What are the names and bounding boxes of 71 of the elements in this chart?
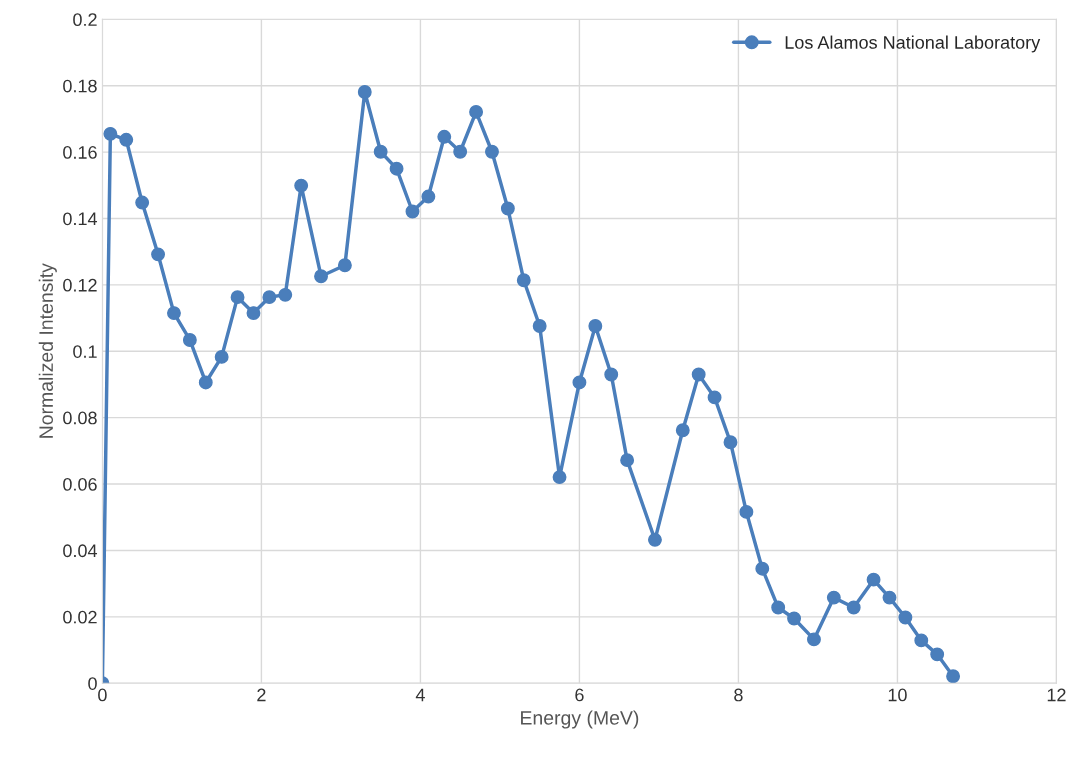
point — [453, 144, 468, 159]
legend-label: Los Alamos National Laboratory — [785, 35, 1041, 53]
point — [373, 144, 388, 159]
y-tick-label: 0.12 — [63, 278, 97, 292]
y-tick-label: 0.2 — [73, 13, 97, 27]
point — [262, 290, 277, 305]
point — [739, 504, 754, 519]
point — [930, 647, 945, 662]
point — [469, 104, 484, 119]
y-tick-label: 0.04 — [63, 544, 98, 558]
point — [357, 85, 372, 99]
x-tick-label: 4 — [415, 688, 425, 702]
y-tick-label: 0.02 — [63, 610, 97, 624]
y-tick-label: 0.18 — [63, 79, 97, 93]
point — [552, 470, 567, 485]
point — [485, 144, 499, 159]
x-tick-label: 8 — [734, 688, 743, 702]
point — [103, 126, 118, 141]
point — [787, 611, 802, 626]
point — [167, 306, 181, 321]
x-tick-label: 0 — [98, 688, 107, 702]
point — [246, 306, 261, 321]
y-tick-label: 0.08 — [63, 411, 97, 425]
point — [620, 453, 635, 468]
point — [882, 590, 897, 605]
x-axis-title: Energy (MeV) — [521, 710, 639, 729]
point — [337, 258, 352, 273]
point — [230, 290, 245, 305]
point — [198, 375, 213, 390]
point — [421, 189, 436, 204]
y-tick-label: 0.16 — [63, 146, 97, 159]
point — [500, 201, 515, 216]
point — [532, 319, 547, 333]
point — [572, 375, 587, 390]
point — [437, 129, 452, 144]
y-axis-title: Normalized Intensity — [38, 263, 57, 438]
point — [588, 319, 603, 333]
point — [807, 632, 821, 647]
point — [314, 269, 328, 284]
x-tick-label: 12 — [1047, 688, 1066, 702]
point — [826, 590, 841, 605]
point — [405, 204, 420, 219]
y-tick-label: 0.06 — [63, 477, 97, 491]
x-tick-label: 2 — [257, 688, 266, 702]
point — [866, 572, 881, 587]
y-tick-label: 0.1 — [73, 345, 97, 358]
point — [151, 247, 166, 262]
point — [707, 390, 722, 405]
y-tick-label: 0.14 — [63, 212, 98, 226]
point — [278, 287, 293, 302]
point — [723, 435, 738, 450]
point — [516, 273, 531, 288]
point — [604, 367, 619, 382]
point — [182, 333, 197, 347]
x-tick-label: 6 — [575, 688, 584, 702]
y-tick-label: 0 — [88, 677, 97, 690]
x-tick-label: 10 — [888, 688, 907, 702]
point — [914, 633, 929, 648]
point — [294, 178, 309, 193]
point — [389, 161, 404, 176]
point — [755, 561, 770, 576]
point — [675, 423, 690, 438]
point — [119, 132, 134, 147]
point — [214, 349, 229, 364]
point — [898, 610, 913, 625]
point — [691, 367, 706, 382]
point — [648, 532, 662, 547]
point — [771, 600, 786, 615]
point — [135, 195, 150, 210]
point — [946, 669, 961, 684]
point — [846, 600, 861, 615]
